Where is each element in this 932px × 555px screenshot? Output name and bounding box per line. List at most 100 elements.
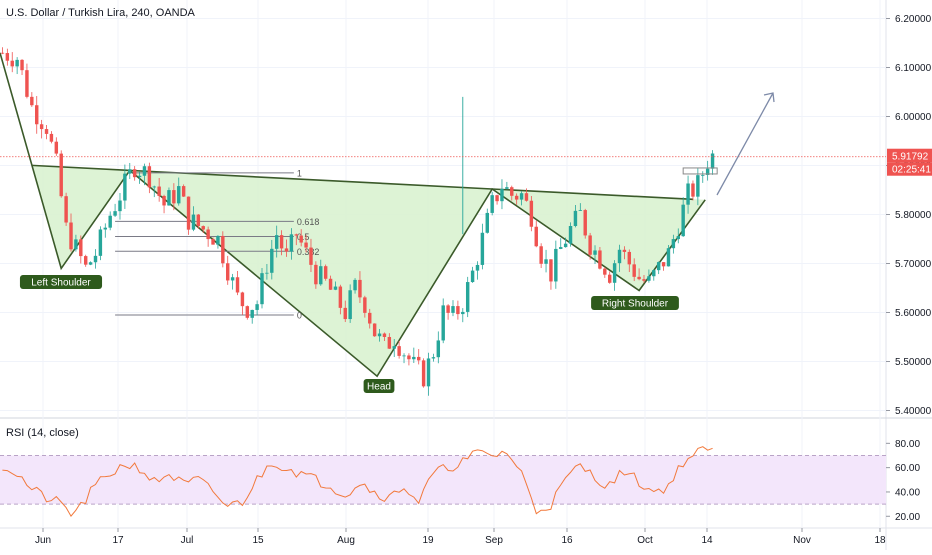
candle-body [441,305,445,341]
candle-body [382,333,387,337]
candle [128,162,132,180]
candle [279,230,284,256]
candle [294,233,298,246]
candle-body [465,282,470,312]
candle [255,300,259,316]
label-right-shoulder-text: Right Shoulder [602,299,669,310]
candle [617,244,622,272]
candle [353,278,357,294]
label-left-shoulder-text: Left Shoulder [31,278,91,289]
candle [495,194,499,205]
price-tick-label: 5.50000 [895,357,932,368]
candle [172,183,176,211]
candle-body [377,333,382,337]
candle [539,243,543,269]
candle [627,249,632,273]
candle [328,275,333,290]
fibonacci-retracement[interactable]: 1 0.618 0.5 0.382 0 [115,168,319,320]
candle-body [39,124,44,130]
candle-body [436,340,441,358]
candle [206,226,210,247]
last-price-badge [887,148,932,163]
candle [470,266,475,283]
time-tick-label: 14 [701,535,713,546]
candle [421,358,426,388]
candle [216,235,220,249]
candle-body [358,279,362,298]
candle [568,222,573,247]
candle [652,269,656,281]
time-tick-label: Sep [485,535,503,546]
candle [304,234,308,253]
candle [240,291,245,315]
price-tick-label: 5.60000 [895,308,932,319]
price-tick-label: 6.20000 [895,14,932,25]
candle [598,246,602,270]
candle-body [333,286,338,290]
pattern-labels[interactable]: Left Shoulder Head Right Shoulder [19,275,679,393]
candle [0,47,5,55]
candle-body [666,248,671,267]
candle [186,196,191,235]
candle [69,213,73,252]
candle-body [59,153,63,197]
candle [480,223,485,270]
breakout-box[interactable] [682,167,718,175]
candle-body [304,242,308,248]
candle [710,150,715,175]
candle [59,150,63,198]
pattern-outline[interactable] [0,52,706,378]
candle-body [279,235,284,249]
candle-body [637,276,641,280]
candle [358,271,362,303]
candle [235,270,240,296]
label-head[interactable]: Head [363,379,395,393]
candle-body [607,274,612,283]
candle-body [274,235,279,249]
candle [402,353,406,364]
candle-body [147,166,152,188]
candle-body [98,229,103,256]
fib-level-label: 0.618 [297,217,320,227]
candle-body [270,248,274,273]
projection-arrow[interactable] [716,92,775,196]
candle-body [211,239,215,245]
candle [157,177,161,202]
time-tick-label: Jun [35,535,51,546]
candle-body [323,266,328,279]
candle [230,273,235,290]
candle-body [568,226,573,244]
candle-body [446,305,450,313]
candle-body [69,222,73,250]
rsi-pane[interactable]: 80.00 60.00 40.00 20.00 [0,439,920,523]
time-tick-label: 19 [422,535,434,546]
time-tick-label: Aug [337,535,355,546]
candle-body [363,297,367,313]
candle-body [671,239,676,249]
candle [333,281,338,291]
candle-body [15,59,19,67]
candle-body [177,186,181,204]
candle [30,92,34,107]
candle [323,264,328,281]
candle [382,332,387,341]
candle-body [549,259,553,282]
neckline[interactable] [31,164,694,201]
candle [260,267,264,309]
candle [299,229,303,247]
label-right-shoulder[interactable]: Right Shoulder [591,296,679,310]
candle [436,331,441,364]
candle [642,275,646,283]
candle [461,308,465,323]
candle-body [598,250,602,269]
arrow-shaft[interactable] [716,92,774,196]
candle [118,193,122,220]
time-axis[interactable]: Jun 17 Jul 15 Aug 19 Sep 16 Oct 14 Nov 18 [35,528,886,546]
candle-body [407,355,411,360]
label-left-shoulder[interactable]: Left Shoulder [19,275,103,289]
candle [554,240,558,289]
rsi-line [2,446,713,517]
candle-body [240,292,245,307]
candle [377,329,382,342]
